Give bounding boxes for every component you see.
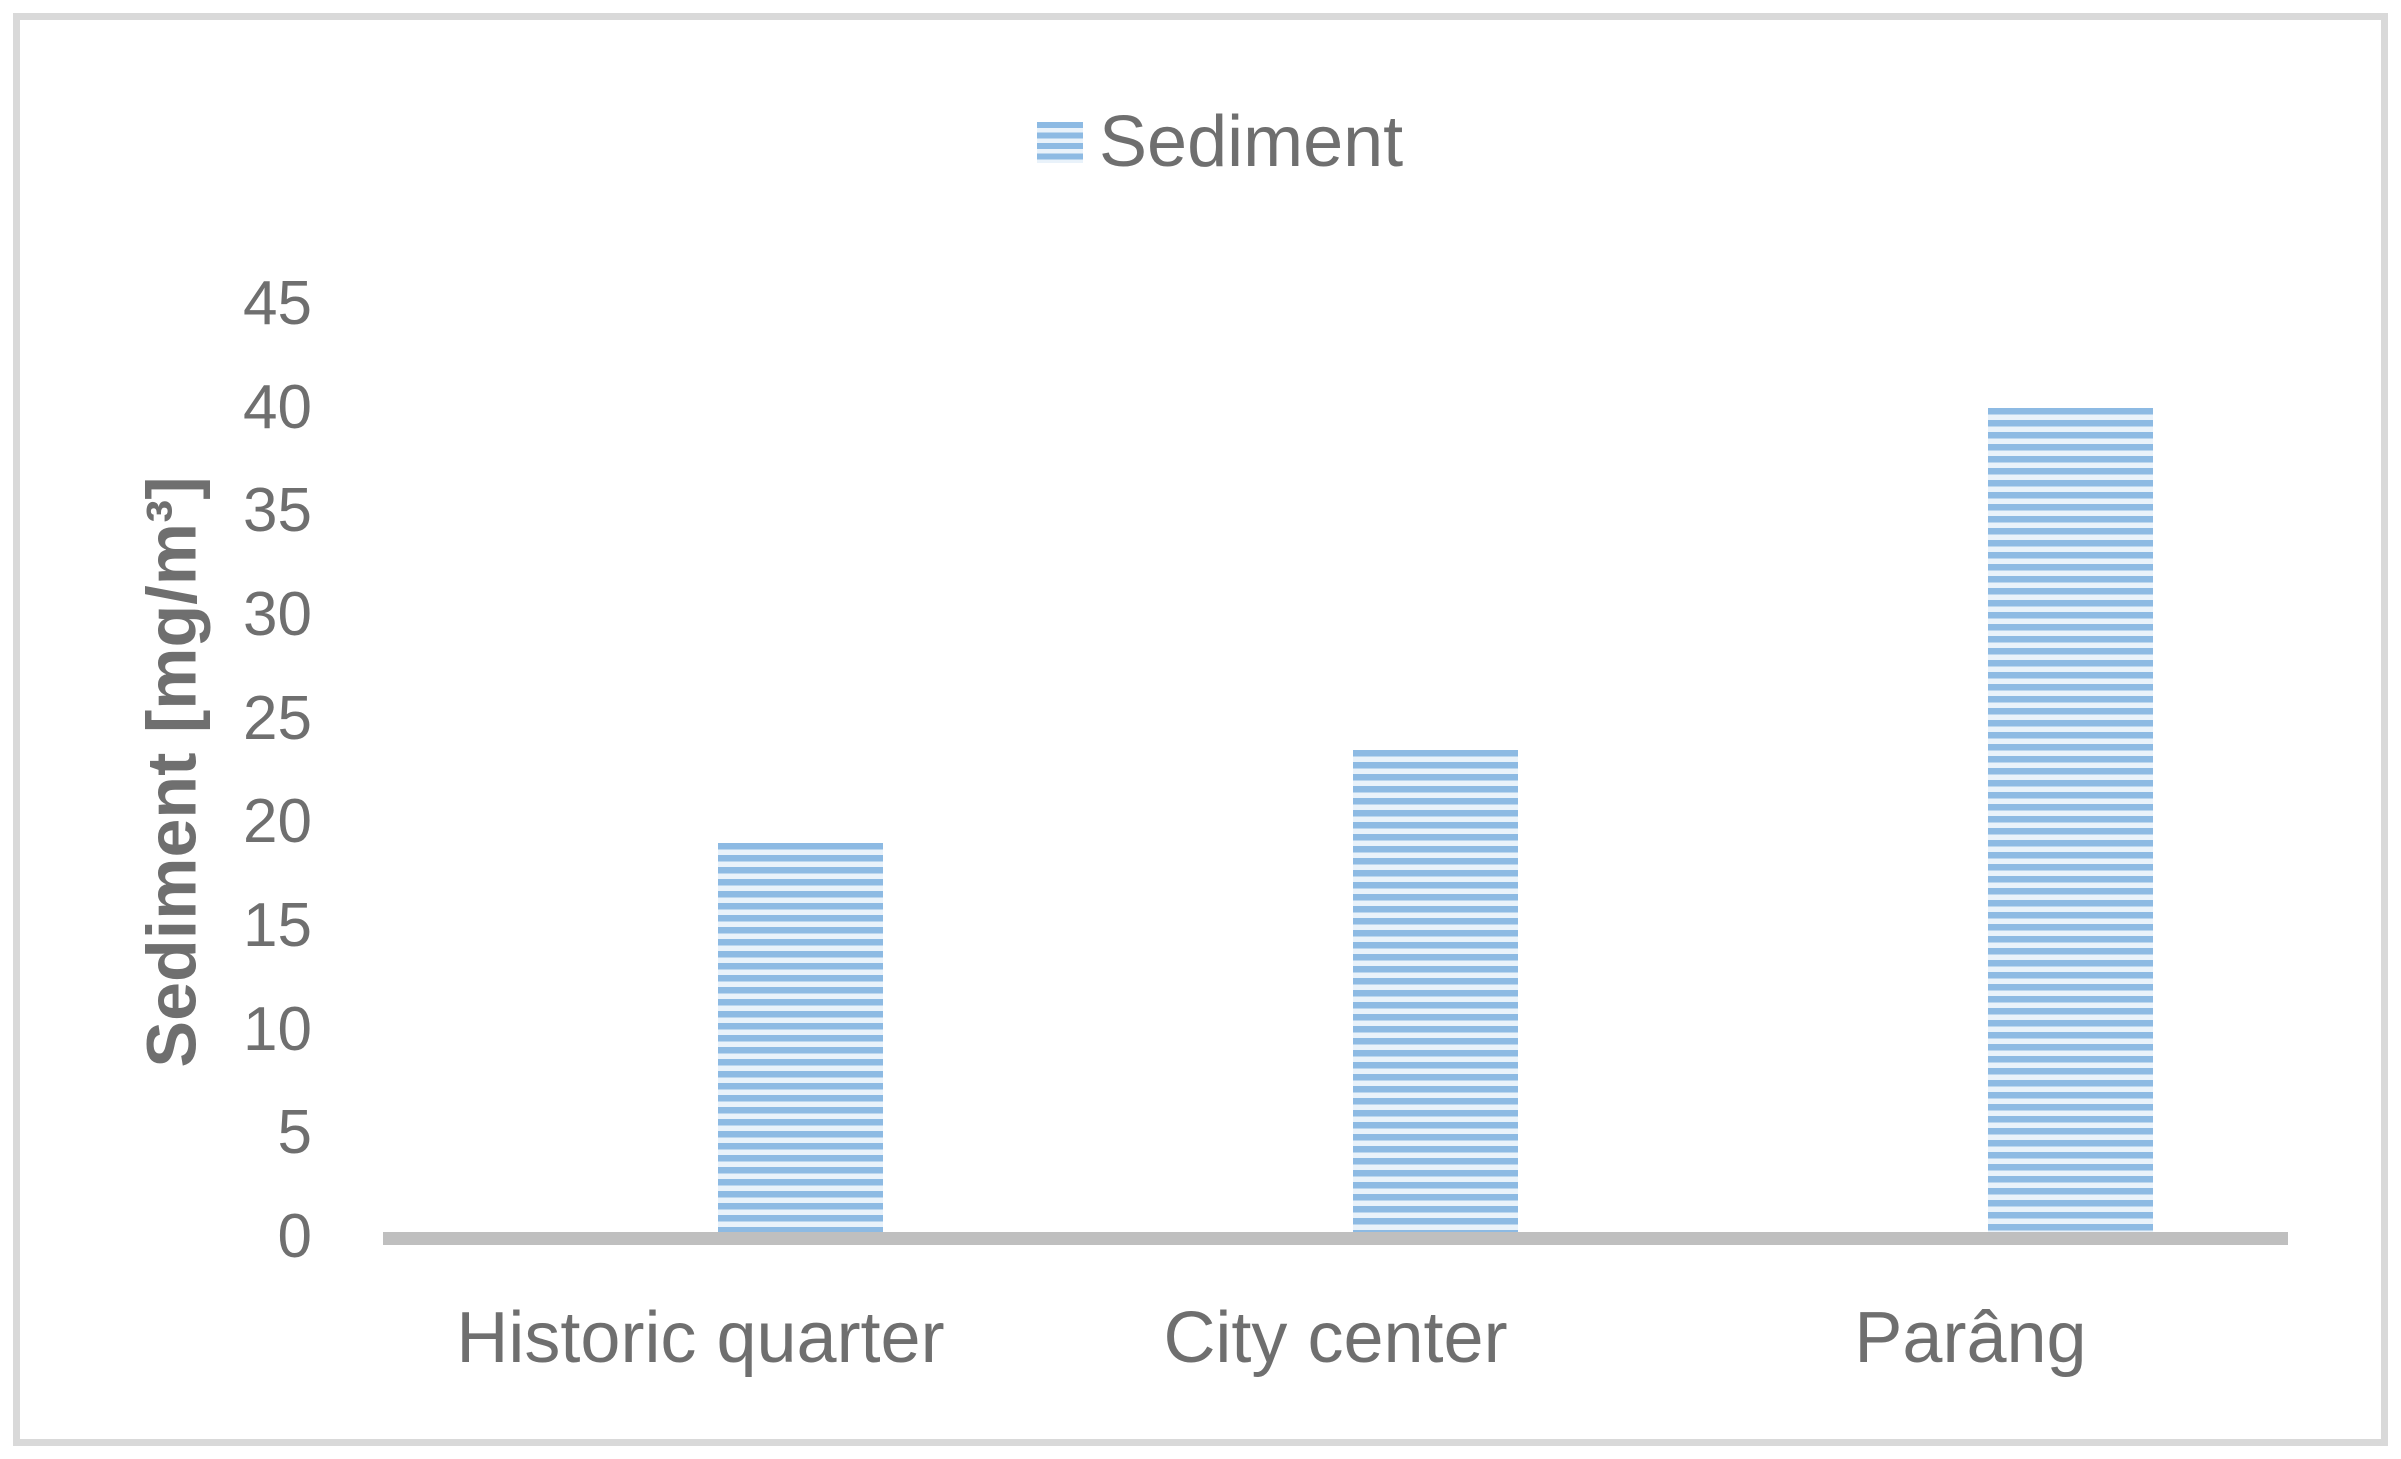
y-tick-label-10: 10 xyxy=(243,994,312,1064)
legend-label: Sediment xyxy=(1099,102,1404,182)
x-axis-line xyxy=(383,1232,2288,1245)
y-tick-label-40: 40 xyxy=(243,372,312,442)
x-category-label-parang: Parâng xyxy=(1854,1298,2087,1378)
y-tick-label-0: 0 xyxy=(277,1202,312,1271)
bar-historic-quarter xyxy=(718,843,883,1232)
y-tick-label-15: 15 xyxy=(243,891,312,960)
y-tick-label-45: 45 xyxy=(243,269,312,338)
legend-marker-sediment-icon xyxy=(1037,121,1083,163)
y-tick-label-35: 35 xyxy=(243,476,312,546)
y-tick-label-30: 30 xyxy=(243,580,312,649)
bar-parang xyxy=(1988,407,2153,1232)
y-tick-label-5: 5 xyxy=(277,1098,312,1168)
x-category-label-city-center: City center xyxy=(1163,1298,1508,1378)
legend: Sediment xyxy=(1037,105,1403,179)
bar-city-center xyxy=(1353,749,1518,1232)
y-tick-label-25: 25 xyxy=(243,683,312,753)
x-category-label-historic-quarter: Historic quarter xyxy=(456,1298,945,1378)
y-tick-label-20: 20 xyxy=(243,787,312,857)
